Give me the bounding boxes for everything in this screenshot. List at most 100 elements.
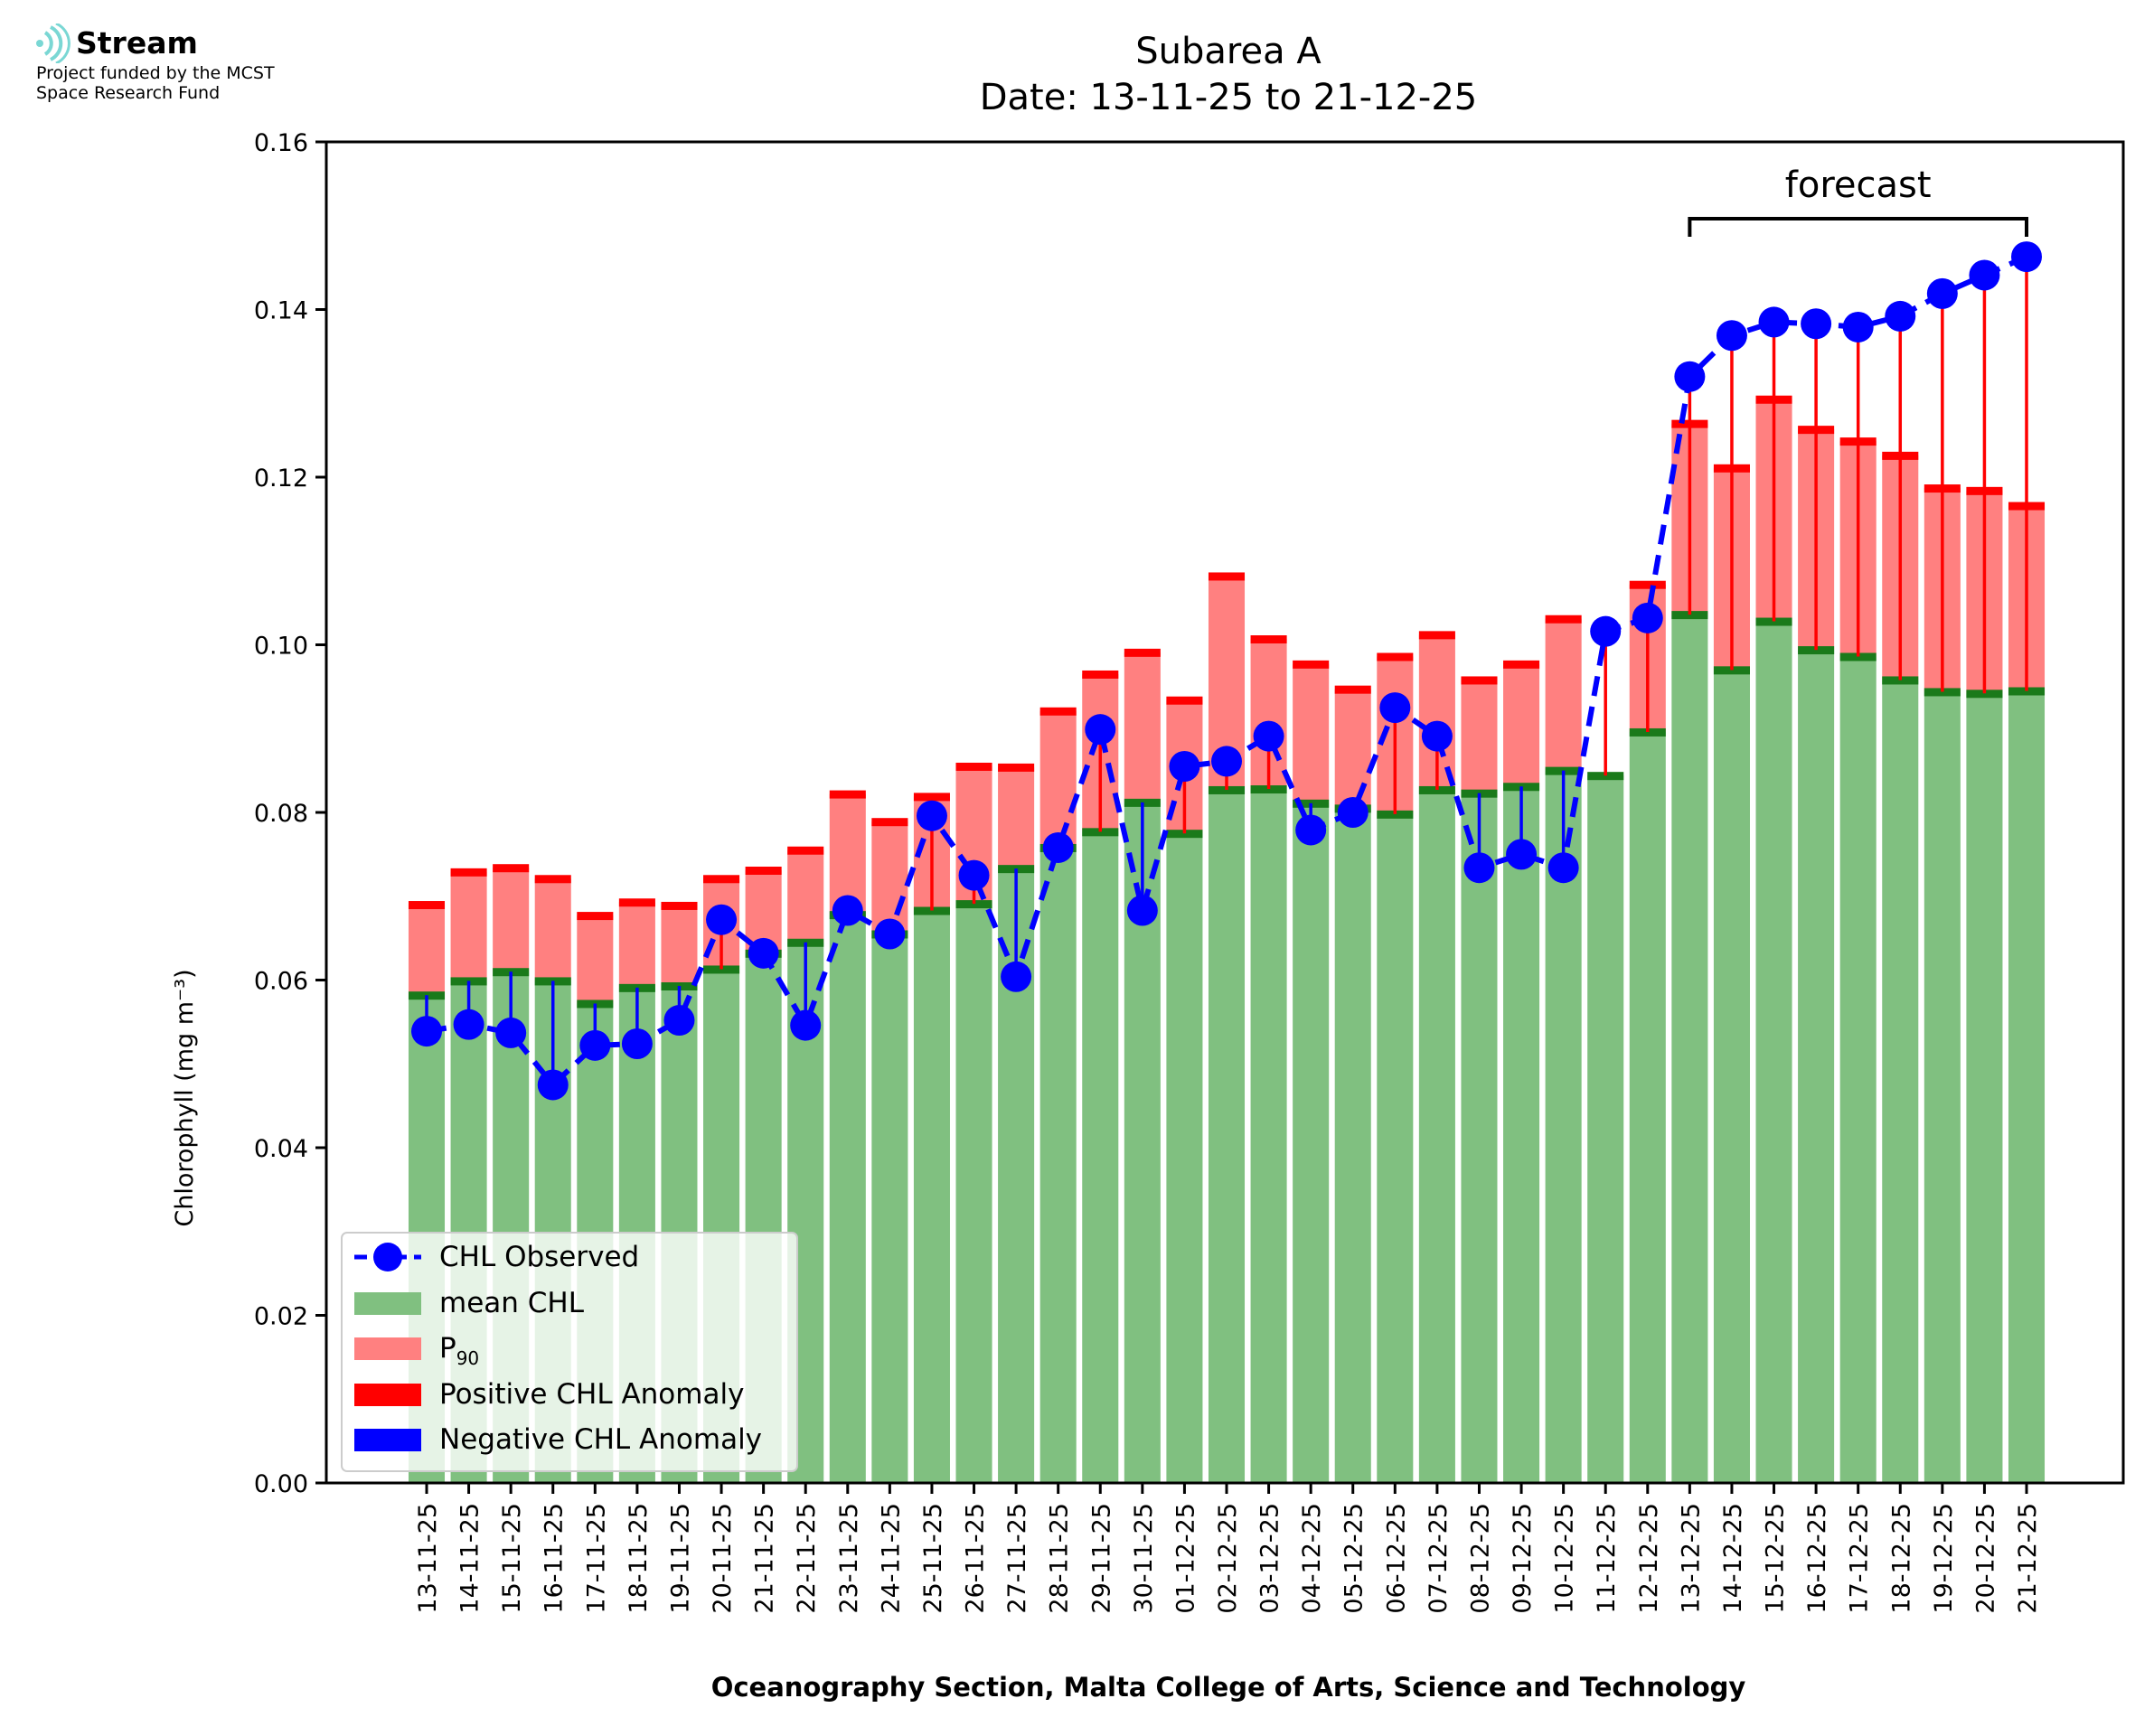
mean-bar [1966, 693, 2003, 1483]
observed-point [1295, 814, 1327, 846]
p90-cap [1039, 707, 1077, 716]
bars-group [408, 395, 2046, 1483]
p90-cap [1418, 631, 1455, 640]
p90-bar [1461, 680, 1498, 793]
observed-point [1547, 852, 1579, 884]
mean-cap [1208, 785, 1246, 794]
p90-bar [450, 871, 487, 981]
mean-cap [1924, 688, 1961, 697]
p90-bar [1545, 618, 1582, 771]
x-tick-label: 29-11-25 [1087, 1503, 1115, 1614]
p90-cap [618, 898, 655, 907]
mean-bar [1250, 789, 1287, 1483]
p90-cap [1545, 615, 1582, 624]
y-tick-label: 0.00 [254, 1470, 308, 1498]
observed-point [621, 1028, 653, 1059]
p90-cap [1334, 685, 1371, 694]
x-tick-label: 30-11-25 [1130, 1503, 1158, 1614]
observed-point [411, 1016, 442, 1047]
observed-point [453, 1009, 484, 1040]
x-tick-label: 12-12-25 [1635, 1503, 1663, 1614]
mean-bar [1208, 789, 1246, 1483]
p90-cap [998, 763, 1035, 772]
p90-cap [1293, 660, 1330, 669]
mean-bar [1503, 786, 1540, 1483]
observed-point [1085, 714, 1116, 746]
observed-point [1969, 259, 2000, 291]
x-tick-label: 19-12-25 [1930, 1503, 1958, 1614]
y-tick-label: 0.04 [254, 1135, 308, 1163]
observed-point [1126, 895, 1158, 926]
x-tick-label: 11-12-25 [1593, 1503, 1621, 1614]
y-tick-label: 0.16 [254, 129, 308, 157]
mean-cap [1587, 772, 1624, 781]
mean-bar [871, 934, 908, 1483]
x-tick-label: 14-12-25 [1719, 1503, 1747, 1614]
mean-cap [1250, 785, 1287, 794]
mean-bar [1671, 615, 1708, 1483]
chart-title: Subarea A [1135, 31, 1322, 72]
mean-cap [955, 900, 992, 909]
mean-bar [955, 904, 992, 1483]
y-tick-label: 0.02 [254, 1303, 308, 1331]
mean-bar [1461, 793, 1498, 1483]
mean-bar [1166, 833, 1203, 1483]
p90-bar [787, 849, 824, 943]
mean-cap [1966, 690, 2003, 699]
observed-point [1379, 692, 1411, 724]
observed-point [748, 937, 779, 969]
legend-p90-swatch [354, 1337, 421, 1360]
observed-point [958, 859, 990, 891]
observed-point [1337, 797, 1369, 828]
observed-point [1001, 961, 1032, 992]
observed-point [2011, 241, 2042, 273]
x-tick-label: 16-12-25 [1803, 1503, 1831, 1614]
legend-positive-label: Positive CHL Anomaly [439, 1378, 744, 1411]
p90-cap [829, 790, 866, 799]
observed-point [1842, 311, 1874, 343]
x-axis-label: Oceanography Section, Malta College of A… [711, 1672, 1746, 1703]
p90-bar [998, 766, 1035, 869]
mean-bar [1798, 650, 1835, 1483]
chart-subtitle: Date: 13-11-25 to 21-12-25 [980, 77, 1478, 118]
x-tick-label: 09-12-25 [1509, 1503, 1537, 1614]
observed-point [874, 918, 906, 950]
p90-bar [871, 821, 908, 934]
p90-bar [1293, 663, 1330, 803]
x-tick-label: 28-11-25 [1046, 1503, 1074, 1614]
logo-funding-line-1: Project funded by the MCST [36, 63, 275, 83]
legend-negative-swatch [354, 1429, 421, 1451]
p90-cap [955, 762, 992, 771]
logo-funding-line-2: Space Research Fund [36, 83, 221, 103]
x-tick-label: 14-11-25 [456, 1503, 484, 1614]
y-axis-label: Chlorophyll (mg m⁻³) [171, 969, 199, 1226]
x-tick-label: 20-12-25 [1971, 1503, 1999, 1614]
mean-bar [1082, 831, 1119, 1483]
p90-bar [577, 915, 614, 1004]
mean-cap [1882, 676, 1919, 685]
x-tick-label: 17-12-25 [1846, 1503, 1874, 1614]
mean-bar [1418, 789, 1455, 1483]
y-tick-label: 0.08 [254, 800, 308, 828]
mean-bar [1924, 691, 1961, 1483]
observed-series-group [411, 241, 2042, 1101]
observed-point [1801, 308, 1832, 340]
x-tick-label: 22-11-25 [793, 1503, 821, 1614]
p90-bar [661, 905, 698, 986]
mean-cap [1082, 828, 1119, 837]
observed-point [1253, 720, 1284, 752]
mean-cap [1713, 666, 1750, 675]
x-tick-label: 23-11-25 [835, 1503, 863, 1614]
observed-point [1716, 320, 1747, 352]
mean-bar [913, 910, 950, 1483]
x-tick-label: 24-11-25 [877, 1503, 905, 1614]
x-tick-label: 07-12-25 [1425, 1503, 1453, 1614]
observed-point [1674, 361, 1706, 392]
observed-point [1926, 277, 1958, 309]
legend-observed-marker [373, 1243, 402, 1272]
forecast-bracket: forecast [1688, 164, 2028, 237]
mean-bar [1377, 813, 1414, 1483]
p90-cap [1208, 572, 1246, 581]
x-tick-label: 21-11-25 [751, 1503, 779, 1614]
